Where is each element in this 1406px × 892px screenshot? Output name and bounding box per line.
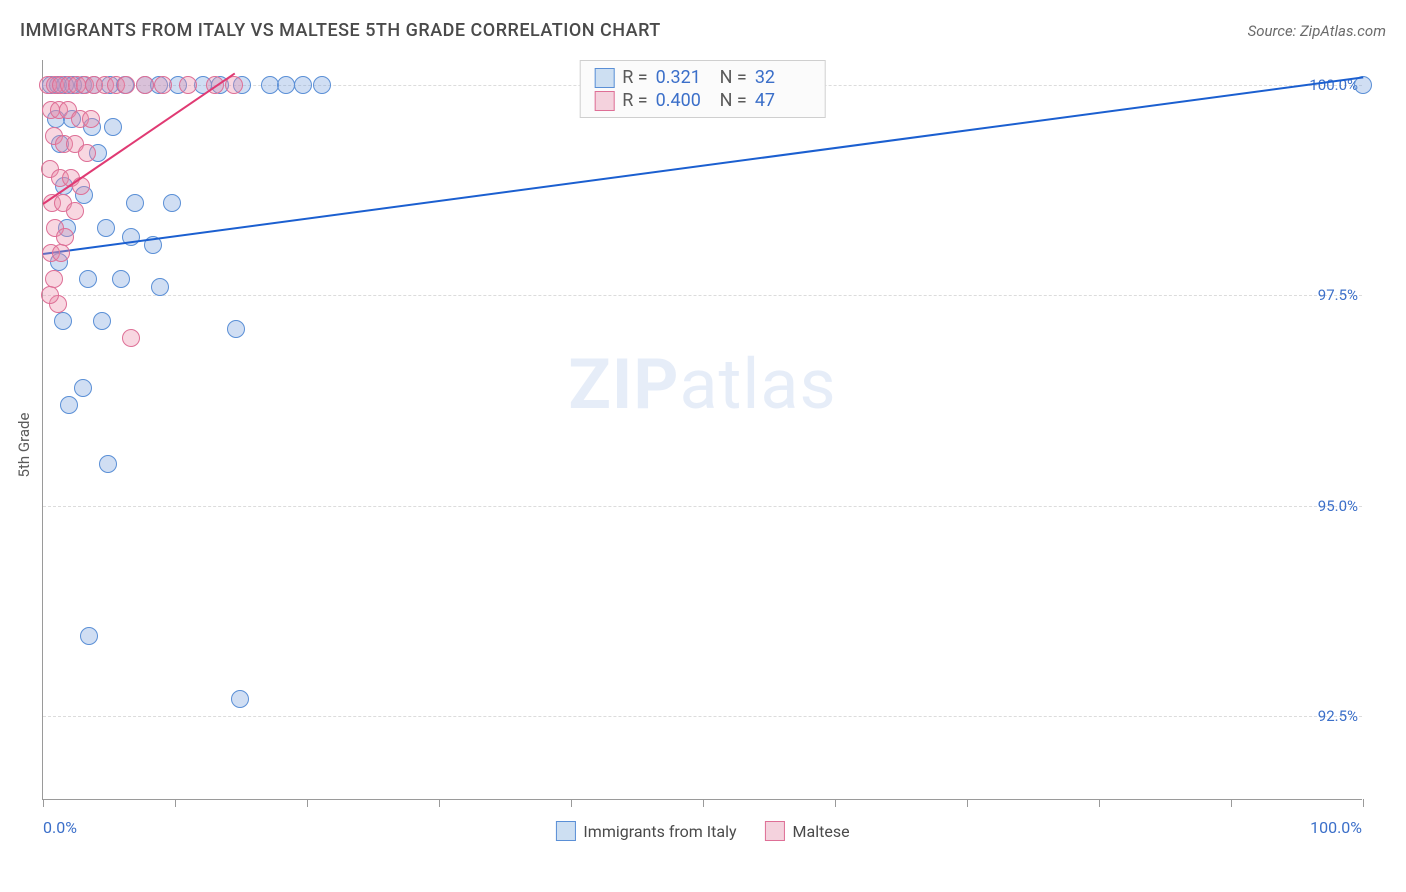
n-value-1: 47 bbox=[755, 90, 811, 111]
x-tick bbox=[307, 799, 308, 807]
data-point bbox=[41, 286, 59, 304]
data-point bbox=[163, 194, 181, 212]
data-point bbox=[80, 627, 98, 645]
watermark-bold: ZIP bbox=[568, 344, 679, 426]
gridline-h bbox=[43, 716, 1362, 717]
r-label-0: R = bbox=[622, 67, 647, 88]
data-point bbox=[126, 194, 144, 212]
data-point bbox=[93, 312, 111, 330]
data-point bbox=[151, 278, 169, 296]
chart-title: IMMIGRANTS FROM ITALY VS MALTESE 5TH GRA… bbox=[20, 20, 661, 41]
x-tick bbox=[175, 799, 176, 807]
data-point bbox=[294, 76, 312, 94]
data-point bbox=[74, 379, 92, 397]
watermark-rest: atlas bbox=[679, 344, 836, 426]
data-point bbox=[45, 270, 63, 288]
data-point bbox=[79, 270, 97, 288]
data-point bbox=[66, 202, 84, 220]
legend-swatch-italy bbox=[594, 68, 614, 88]
gridline-h bbox=[43, 295, 1362, 296]
legend-bottom-swatch-italy bbox=[555, 821, 575, 841]
data-point bbox=[82, 110, 100, 128]
x-tick bbox=[1231, 799, 1232, 807]
x-tick bbox=[1363, 799, 1364, 807]
legend-stats-row-1: R = 0.400 N = 47 bbox=[594, 90, 811, 111]
data-point bbox=[122, 329, 140, 347]
plot-area: ZIPatlas R = 0.321 N = 32 R = 0.400 N = … bbox=[42, 60, 1362, 800]
data-point bbox=[227, 320, 245, 338]
data-point bbox=[112, 270, 130, 288]
data-point bbox=[313, 76, 331, 94]
legend-stats-row-0: R = 0.321 N = 32 bbox=[594, 67, 811, 88]
data-point bbox=[56, 228, 74, 246]
r-value-0: 0.321 bbox=[656, 67, 712, 88]
legend-series: Immigrants from Italy Maltese bbox=[555, 821, 849, 841]
data-point bbox=[78, 144, 96, 162]
x-tick bbox=[1099, 799, 1100, 807]
data-point bbox=[136, 76, 154, 94]
legend-label-italy: Immigrants from Italy bbox=[583, 822, 736, 841]
y-tick-label: 97.5% bbox=[1318, 286, 1358, 304]
data-point bbox=[99, 455, 117, 473]
n-label-1: N = bbox=[720, 90, 747, 111]
x-tick bbox=[43, 799, 44, 807]
source-label: Source: ZipAtlas.com bbox=[1248, 22, 1386, 40]
data-point bbox=[97, 219, 115, 237]
x-tick bbox=[703, 799, 704, 807]
data-point bbox=[154, 76, 172, 94]
x-tick bbox=[571, 799, 572, 807]
n-value-0: 32 bbox=[755, 67, 811, 88]
watermark: ZIPatlas bbox=[568, 344, 836, 426]
y-tick-label: 92.5% bbox=[1318, 707, 1358, 725]
legend-label-maltese: Maltese bbox=[793, 822, 850, 841]
legend-swatch-maltese bbox=[594, 91, 614, 111]
y-axis-label: 5th Grade bbox=[15, 413, 33, 478]
x-axis-start-label: 0.0% bbox=[43, 818, 77, 837]
x-axis-end-label: 100.0% bbox=[1310, 818, 1362, 837]
data-point bbox=[179, 76, 197, 94]
legend-bottom-swatch-maltese bbox=[765, 821, 785, 841]
r-label-1: R = bbox=[622, 90, 647, 111]
data-point bbox=[277, 76, 295, 94]
data-point bbox=[54, 312, 72, 330]
chart-container: 5th Grade ZIPatlas R = 0.321 N = 32 R = … bbox=[42, 60, 1392, 830]
legend-item-italy: Immigrants from Italy bbox=[555, 821, 736, 841]
data-point bbox=[117, 76, 135, 94]
data-point bbox=[60, 396, 78, 414]
x-tick bbox=[439, 799, 440, 807]
data-point bbox=[104, 118, 122, 136]
data-point bbox=[231, 690, 249, 708]
legend-stats: R = 0.321 N = 32 R = 0.400 N = 47 bbox=[579, 60, 826, 118]
y-tick-label: 95.0% bbox=[1318, 497, 1358, 515]
r-value-1: 0.400 bbox=[656, 90, 712, 111]
data-point bbox=[52, 244, 70, 262]
n-label-0: N = bbox=[720, 67, 747, 88]
x-tick bbox=[967, 799, 968, 807]
legend-item-maltese: Maltese bbox=[765, 821, 850, 841]
x-tick bbox=[835, 799, 836, 807]
gridline-h bbox=[43, 506, 1362, 507]
